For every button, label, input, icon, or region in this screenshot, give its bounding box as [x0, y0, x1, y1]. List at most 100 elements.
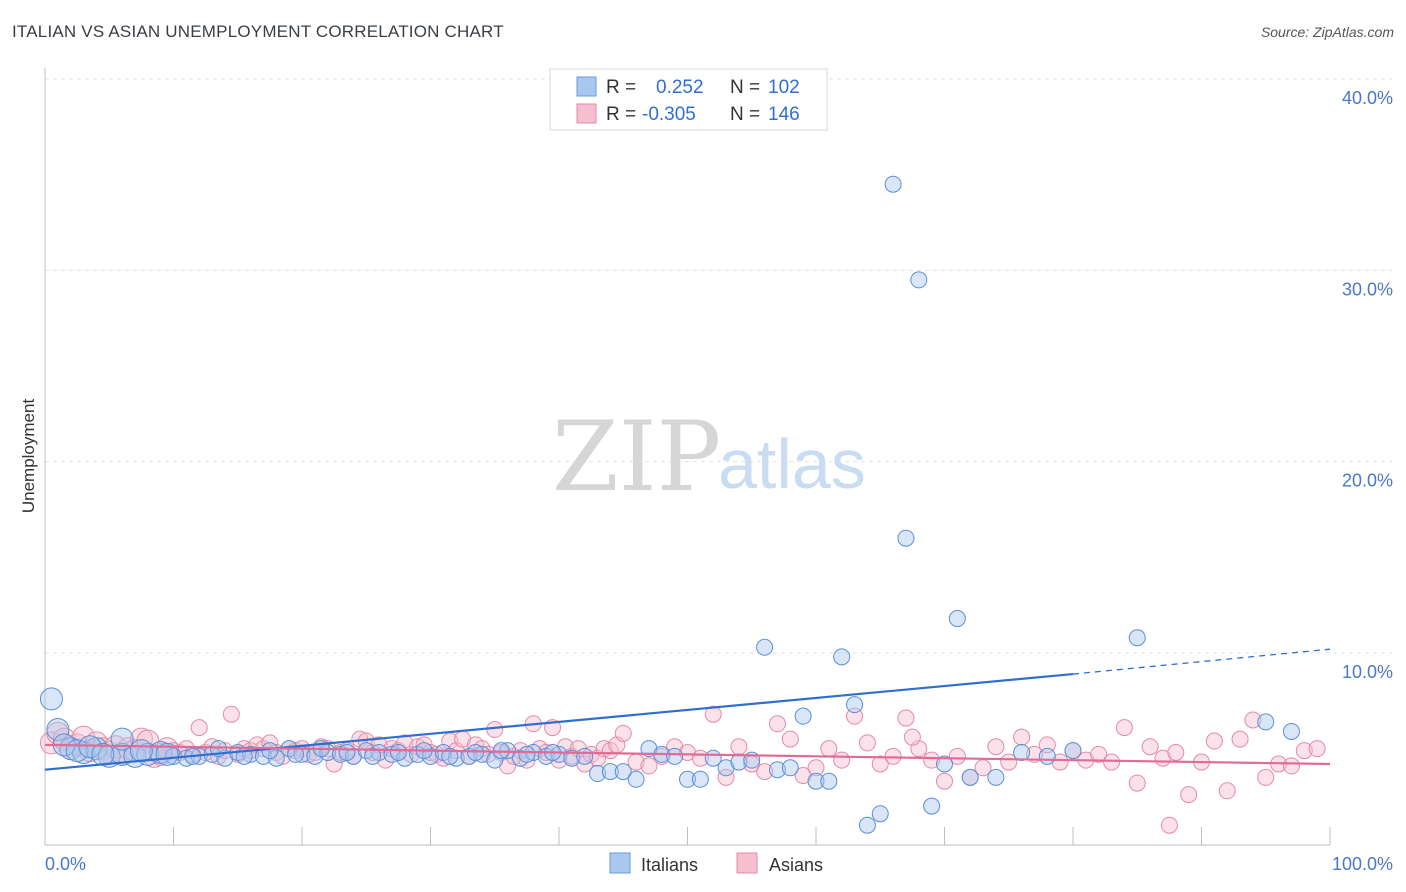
italians-point-49 — [666, 747, 684, 765]
italians-point-59 — [794, 707, 812, 725]
italians-point-84 — [110, 727, 134, 751]
asians-point-132 — [1167, 743, 1185, 761]
italians-point-43 — [589, 765, 607, 783]
axes: 10.0% 20.0% 30.0% 40.0% 0.0% 100.0% — [44, 68, 1393, 874]
asians-point-111 — [897, 709, 915, 727]
italians-point-64 — [858, 816, 876, 834]
asians-point-141 — [1282, 757, 1300, 775]
asians-point-109 — [871, 755, 889, 773]
asians-point-120 — [1013, 728, 1031, 746]
italians-point-74 — [1128, 629, 1146, 647]
legend-n-label-asians: N = — [730, 104, 760, 125]
asians-point-97 — [717, 768, 735, 786]
asians-point-91 — [640, 757, 658, 775]
legend-swatch-italians — [576, 76, 597, 97]
trend-line-italians — [44, 672, 1074, 771]
italians-point-61 — [820, 772, 838, 790]
asians-point-96 — [704, 705, 722, 723]
asians-point-143 — [1308, 740, 1326, 758]
watermark-atlas: atlas — [718, 425, 866, 503]
legend-n-label-italians: N = — [730, 77, 760, 98]
legend: R = 0.252 N = 102 R = -0.305 N = 146 — [549, 68, 828, 131]
bottom-legend-label-asians: Asians — [769, 855, 823, 875]
asians-point-115 — [948, 747, 966, 765]
italians-point-63 — [846, 696, 864, 714]
bottom-legend-swatch-italians — [609, 852, 631, 874]
asians-point-87 — [601, 742, 619, 760]
asians-point-142 — [1295, 742, 1313, 760]
bottom-legend: Italians Asians — [609, 852, 823, 875]
bottom-legend-swatch-asians — [736, 852, 758, 874]
watermark: ZIP atlas — [552, 401, 866, 513]
asians-point-135 — [1205, 732, 1223, 750]
y-axis-label: Unemployment — [19, 399, 38, 514]
grid-lines — [45, 78, 1392, 654]
italians-point-58 — [781, 759, 799, 777]
italians-point-71 — [948, 610, 966, 628]
italians-point-72 — [961, 768, 979, 786]
asians-point-129 — [1128, 774, 1146, 792]
asians-point-126 — [1090, 745, 1108, 763]
italians-point-73 — [987, 768, 1005, 786]
asians-point-144 — [1160, 816, 1178, 834]
italians-point-23 — [332, 745, 350, 763]
italians-point-67 — [897, 529, 915, 547]
asians-point-85 — [589, 749, 607, 767]
italians-point-78 — [1038, 747, 1056, 765]
italians-point-51 — [691, 770, 709, 788]
y-tick-label-20: 20.0% — [1342, 471, 1393, 491]
asians-point-108 — [858, 734, 876, 752]
asians-point-104 — [807, 759, 825, 777]
italians-point-77 — [1013, 743, 1031, 761]
italians-point-50 — [679, 770, 696, 788]
legend-r-value-asians: -0.305 — [642, 104, 696, 125]
asians-point-130 — [1141, 738, 1159, 756]
italians-point-69 — [923, 797, 941, 815]
italians-point-0 — [39, 687, 63, 711]
asians-point-98 — [730, 738, 748, 756]
asians-point-121 — [1025, 745, 1043, 763]
italians-point-66 — [884, 175, 902, 193]
italians-point-60 — [807, 772, 825, 790]
italians-point-97 — [441, 747, 459, 765]
italians-point-85 — [129, 739, 153, 763]
italians-point-100 — [518, 745, 536, 763]
asians-point-138 — [1244, 711, 1262, 729]
italians-point-62 — [833, 648, 851, 666]
bottom-legend-label-italians: Italians — [641, 855, 698, 875]
y-tick-label-40: 40.0% — [1342, 88, 1393, 108]
watermark-zip: ZIP — [552, 401, 721, 513]
chart-title: ITALIAN VS ASIAN UNEMPLOYMENT CORRELATIO… — [12, 22, 504, 41]
italians-point-44 — [601, 763, 619, 781]
x-tick-label-0: 0.0% — [45, 854, 86, 874]
asians-point-28 — [222, 705, 240, 723]
asians-point-101 — [768, 715, 786, 733]
italians-point-1 — [46, 718, 70, 742]
asians-point-139 — [1257, 768, 1275, 786]
italians-point-95 — [389, 743, 407, 761]
legend-r-label-asians: R = — [606, 104, 636, 125]
legend-n-value-asians: 146 — [768, 104, 800, 125]
italians-point-41 — [563, 749, 581, 767]
asians-point-69 — [486, 721, 504, 739]
asians-point-118 — [987, 738, 1005, 756]
italians-point-70 — [936, 755, 953, 773]
asians-point-89 — [614, 724, 632, 742]
italians-point-42 — [576, 747, 594, 765]
source-label: Source: ZipAtlas.com — [1260, 24, 1394, 40]
italians-point-94 — [364, 747, 382, 765]
italians-point-45 — [614, 763, 632, 781]
asians-point-106 — [833, 751, 851, 769]
asians-point-23 — [190, 719, 208, 737]
asians-point-102 — [781, 730, 799, 748]
legend-r-label-italians: R = — [606, 77, 636, 98]
italians-point-90 — [261, 742, 279, 760]
asians-point-137 — [1231, 730, 1249, 748]
italians-point-46 — [627, 770, 645, 788]
x-tick-label-100: 100.0% — [1332, 854, 1393, 874]
trend-line-asians — [44, 743, 1331, 766]
asians-point-133 — [1180, 786, 1198, 804]
y-tick-label-30: 30.0% — [1342, 279, 1393, 299]
legend-r-value-italians: 0.252 — [656, 77, 704, 98]
italians-point-98 — [466, 743, 484, 761]
